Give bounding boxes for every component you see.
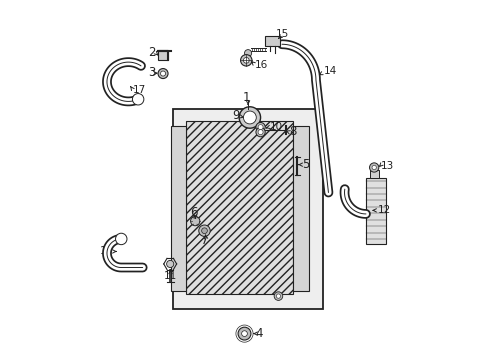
Text: 12: 12 bbox=[377, 205, 390, 215]
Text: 14: 14 bbox=[323, 66, 336, 76]
Circle shape bbox=[115, 233, 127, 245]
Text: 17: 17 bbox=[132, 85, 145, 95]
Bar bbox=[171, 126, 186, 291]
Text: 2: 2 bbox=[148, 46, 156, 59]
Circle shape bbox=[166, 260, 173, 267]
Bar bbox=[185, 121, 292, 294]
Circle shape bbox=[274, 292, 282, 300]
Text: 8: 8 bbox=[288, 125, 296, 138]
Bar bbox=[264, 36, 279, 46]
Circle shape bbox=[238, 327, 250, 340]
Text: 13: 13 bbox=[380, 161, 393, 171]
Circle shape bbox=[243, 58, 248, 63]
Circle shape bbox=[371, 165, 376, 170]
Circle shape bbox=[160, 71, 165, 76]
Circle shape bbox=[369, 163, 378, 172]
Bar bbox=[369, 170, 378, 178]
Text: 15: 15 bbox=[275, 28, 288, 39]
Circle shape bbox=[243, 111, 256, 124]
Text: 4: 4 bbox=[255, 327, 262, 340]
Text: 18: 18 bbox=[100, 247, 113, 256]
Text: 1: 1 bbox=[242, 91, 249, 104]
Circle shape bbox=[258, 130, 263, 135]
Text: 16: 16 bbox=[255, 60, 268, 70]
Text: 9: 9 bbox=[232, 109, 240, 122]
Circle shape bbox=[158, 68, 168, 78]
Circle shape bbox=[241, 331, 247, 337]
Text: 3: 3 bbox=[147, 66, 155, 79]
Circle shape bbox=[201, 228, 207, 234]
Text: 6: 6 bbox=[190, 206, 197, 219]
Bar bbox=[365, 178, 385, 244]
Circle shape bbox=[255, 122, 264, 132]
Text: 10: 10 bbox=[269, 122, 282, 132]
Circle shape bbox=[190, 216, 200, 226]
Text: 5: 5 bbox=[301, 158, 308, 171]
Text: 11: 11 bbox=[163, 271, 177, 281]
Circle shape bbox=[198, 225, 210, 237]
Text: 7: 7 bbox=[201, 234, 208, 247]
Bar bbox=[173, 109, 323, 309]
Bar bbox=[292, 126, 308, 291]
Circle shape bbox=[276, 294, 280, 298]
Circle shape bbox=[244, 50, 251, 57]
Circle shape bbox=[132, 94, 143, 105]
Circle shape bbox=[255, 127, 264, 137]
Bar bbox=[158, 50, 168, 60]
Circle shape bbox=[240, 55, 251, 66]
Circle shape bbox=[239, 107, 260, 128]
Circle shape bbox=[258, 125, 263, 130]
